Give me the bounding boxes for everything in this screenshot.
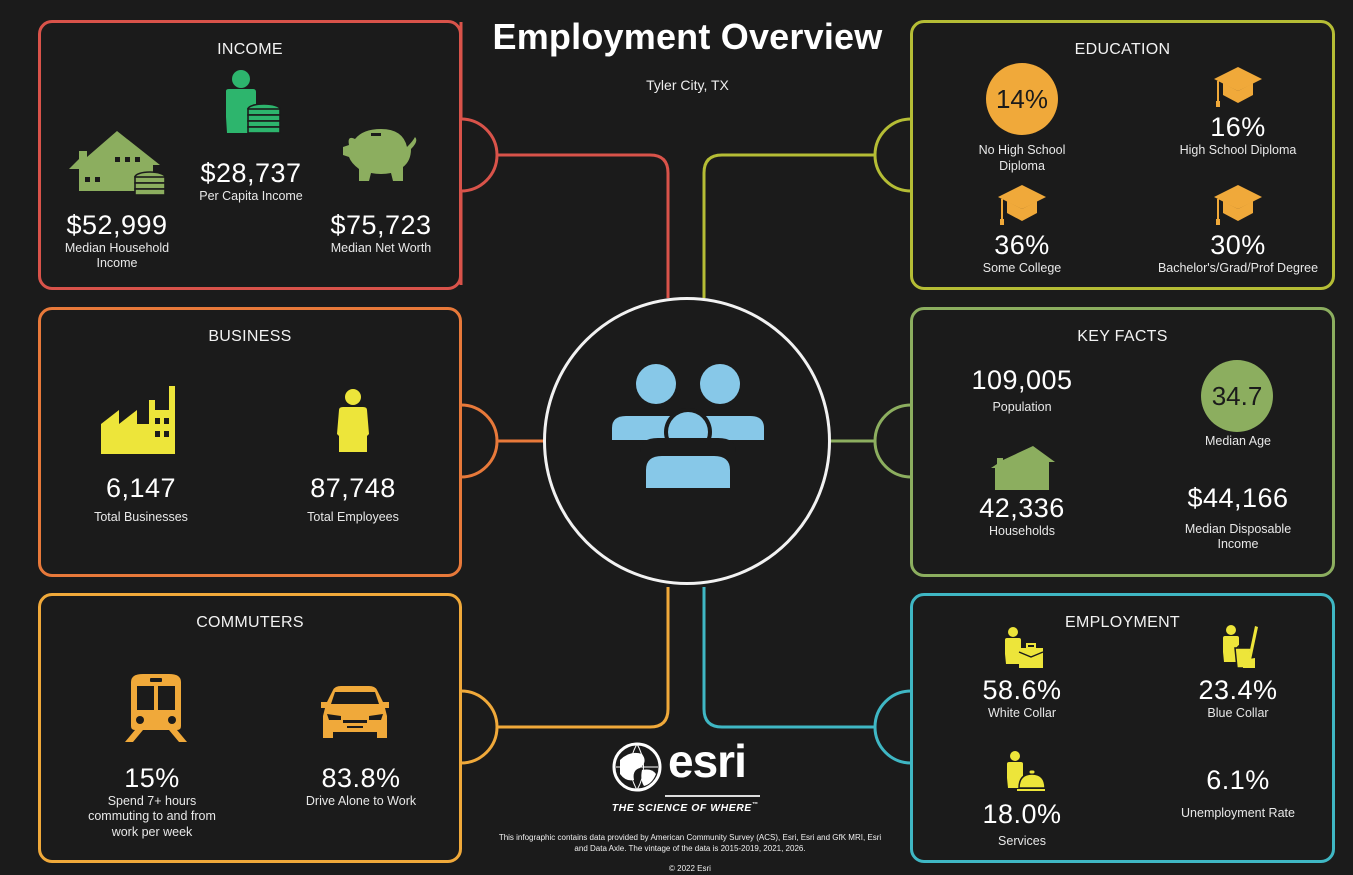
no-hs-value: 14% — [995, 83, 1049, 114]
households: 42,336 Households — [947, 493, 1097, 539]
center-hub — [543, 297, 831, 585]
bachelors-degree: 30% Bachelor's/Grad/Prof Degree — [1148, 230, 1328, 276]
copyright: © 2022 Esri — [669, 864, 711, 873]
services-label: Services — [998, 833, 1046, 848]
some-college-value: 36% — [994, 230, 1050, 260]
population-value: 109,005 — [971, 365, 1073, 395]
tagline-text: THE SCIENCE OF WHERE — [611, 802, 752, 814]
business-title: BUSINESS — [208, 328, 292, 345]
commuters-title: COMMUTERS — [196, 614, 304, 631]
car-icon — [321, 686, 389, 738]
median-household-income: $52,999 Median Household Income — [47, 210, 187, 272]
drive-alone: 83.8% Drive Alone to Work — [281, 763, 441, 809]
person-service-bell-icon — [1007, 751, 1045, 791]
population: 109,005 Population — [947, 365, 1097, 415]
white-collar-value: 58.6% — [982, 675, 1062, 705]
median-net-worth-value: $75,723 — [330, 210, 432, 240]
data-disclaimer: This infographic contains data provided … — [498, 833, 882, 854]
total-employees: 87,748 Total Employees — [283, 473, 423, 525]
blue-collar-value: 23.4% — [1198, 675, 1278, 705]
median-net-worth: $75,723 Median Net Worth — [311, 210, 451, 256]
long-commute-value: 15% — [124, 763, 180, 793]
person-bucket-mop-icon — [1223, 625, 1258, 669]
no-hs-label: No High School Diploma — [978, 143, 1066, 173]
median-age-label: Median Age — [1204, 434, 1272, 448]
median-household-income-value: $52,999 — [66, 210, 168, 240]
drive-alone-value: 83.8% — [321, 763, 401, 793]
esri-logo: esri — [612, 735, 762, 792]
people-group-icon — [612, 364, 764, 488]
total-employees-label: Total Employees — [307, 509, 399, 524]
person-icon — [337, 389, 369, 452]
median-net-worth-label: Median Net Worth — [330, 240, 432, 255]
graduation-cap-icon — [998, 185, 1046, 225]
total-businesses: 6,147 Total Businesses — [71, 473, 211, 525]
services-value: 18.0% — [982, 799, 1062, 829]
unemployment-value: 6.1% — [1206, 765, 1270, 795]
median-household-income-label: Median Household Income — [64, 240, 170, 271]
key-facts-title: KEY FACTS — [1077, 328, 1168, 345]
employment-panel: EMPLOYMENT 58.6% White Collar 23.4% Blue… — [910, 593, 1335, 863]
long-commute: 15% Spend 7+ hours commuting to and from… — [66, 763, 238, 841]
some-college: 36% Some College — [947, 230, 1097, 276]
households-value: 42,336 — [979, 493, 1065, 523]
services: 18.0% Services — [947, 799, 1097, 849]
some-college-label: Some College — [982, 260, 1062, 275]
per-capita-income-value: $28,737 — [200, 158, 302, 188]
page-title: Employment Overview — [492, 16, 883, 57]
white-collar-label: White Collar — [987, 705, 1057, 720]
education-title: EDUCATION — [1074, 41, 1171, 58]
esri-wordmark: esri — [668, 735, 747, 787]
median-age-badge: 34.7 — [1201, 360, 1273, 432]
blue-collar: 23.4% Blue Collar — [1163, 675, 1313, 721]
person-briefcase-icon — [1005, 627, 1044, 668]
total-businesses-label: Total Businesses — [94, 509, 188, 524]
commuters-panel: COMMUTERS 15% Spend 7+ hours commuting t… — [38, 593, 462, 863]
bachelors-label: Bachelor's/Grad/Prof Degree — [1157, 260, 1319, 275]
median-disposable-income: $44,166 Median Disposable Income — [1163, 483, 1313, 553]
per-capita-income: $28,737 Per Capita Income — [181, 158, 321, 204]
globe-icon — [612, 742, 662, 792]
location-subtitle: Tyler City, TX — [646, 77, 729, 93]
drive-alone-label: Drive Alone to Work — [305, 793, 417, 808]
households-label: Households — [988, 523, 1055, 538]
disposable-income-value: $44,166 — [1187, 483, 1289, 513]
house-coins-icon — [69, 131, 166, 196]
white-collar: 58.6% White Collar — [947, 675, 1097, 721]
graduation-cap-icon — [1214, 67, 1262, 107]
house-icon — [991, 446, 1055, 490]
train-icon — [125, 674, 187, 742]
employment-title: EMPLOYMENT — [1064, 614, 1180, 631]
bachelors-value: 30% — [1210, 230, 1266, 260]
blue-collar-label: Blue Collar — [1207, 705, 1269, 720]
business-panel: BUSINESS 6,147 Total Businesses 87,748 T… — [38, 307, 462, 577]
median-age-value: 34.7 — [1211, 380, 1263, 411]
population-label: Population — [992, 399, 1052, 414]
total-businesses-value: 6,147 — [105, 473, 177, 503]
unemployment-label: Unemployment Rate — [1181, 805, 1295, 820]
disposable-income-label: Median Disposable Income — [1184, 521, 1292, 552]
education-panel: EDUCATION 14% No High School Diploma 16%… — [910, 20, 1335, 290]
piggy-bank-icon — [343, 129, 417, 181]
factory-icon — [101, 386, 175, 454]
key-facts-panel: KEY FACTS 109,005 Population 34.7 Median… — [910, 307, 1335, 577]
median-age: Median Age — [1163, 434, 1313, 450]
person-coins-icon — [226, 70, 281, 134]
unemployment-rate: 6.1% Unemployment Rate — [1163, 765, 1313, 821]
income-panel: INCOME $28,737 Per Capita Income $52,999… — [38, 20, 462, 290]
hs-diploma: 16% High School Diploma — [1163, 112, 1313, 158]
graduation-cap-icon — [1214, 185, 1262, 225]
no-hs-diploma: No High School Diploma — [962, 143, 1082, 174]
no-hs-badge: 14% — [986, 63, 1058, 135]
per-capita-income-label: Per Capita Income — [199, 188, 303, 203]
trademark: ™ — [751, 802, 759, 808]
tagline: THE SCIENCE OF WHERE™ — [560, 802, 810, 814]
total-employees-value: 87,748 — [310, 473, 396, 503]
logo-underline — [665, 795, 760, 797]
hs-value: 16% — [1210, 112, 1266, 142]
hs-label: High School Diploma — [1179, 142, 1297, 157]
income-title: INCOME — [217, 41, 283, 58]
long-commute-label: Spend 7+ hours commuting to and from wor… — [88, 793, 216, 839]
